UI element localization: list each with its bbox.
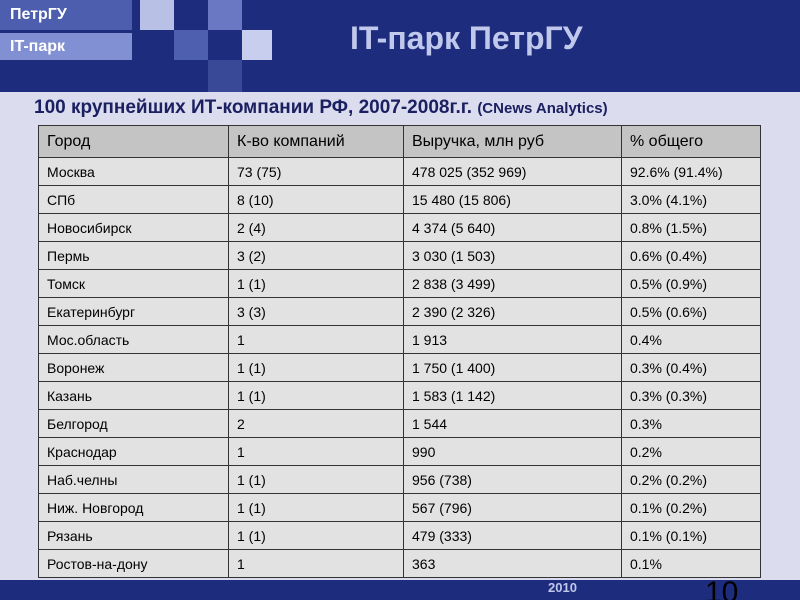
table-cell: 92.6% (91.4%) (621, 157, 761, 186)
table-row: Екатеринбург 3 (3) 2 390 (2 326) 0.5% (0.6%… (38, 297, 761, 326)
table-cell: Рязань (38, 521, 229, 550)
table-cell: Ниж. Новгород (38, 493, 229, 522)
table-cell: Ростов-на-дону (38, 549, 229, 578)
table-row: Воронеж 1 (1) 1 750 (1 400) 0.3% (0.4%) (38, 353, 761, 382)
header-row: Город К-во компаний Выручка, млн руб% обще… (38, 125, 761, 158)
table-cell: 3 (2) (228, 241, 404, 270)
table-cell: Белгород (38, 409, 229, 438)
table-cell: 1 (228, 437, 404, 466)
table-cell: Краснодар (38, 437, 229, 466)
table-row: Рязань 1 (1) 479 (333) 0.1% (0.1%) (38, 521, 761, 550)
brand: ПетрГУ (0, 0, 132, 30)
brand: IT-парк (0, 33, 132, 60)
table-cell: 0.2% (621, 437, 761, 466)
year: 2010 (548, 580, 577, 595)
table-cell: Москва (38, 157, 229, 186)
table-cell: 567 (796) (403, 493, 622, 522)
table-cell: 0.6% (0.4%) (621, 241, 761, 270)
title: IT-парк ПетрГУ (350, 20, 583, 56)
table-cell: 4 374 (5 640) (403, 213, 622, 242)
table-row: Москва 73 (75) 478 025 (352 969) 92.6% (91.… (38, 157, 761, 186)
table-cell: 2 838 (3 499) (403, 269, 622, 298)
table-cell: 2 (4) (228, 213, 404, 242)
banner (0, 0, 800, 92)
table-cell: 0.3% (0.3%) (621, 381, 761, 410)
table-cell: Пермь (38, 241, 229, 270)
table-cell: Новосибирск (38, 213, 229, 242)
table-row: Новосибирск 2 (4) 4 374 (5 640) 0.8% (1.5%) (38, 213, 761, 242)
table-cell: 0.8% (1.5%) (621, 213, 761, 242)
table-cell: 1 (1) (228, 493, 404, 522)
table-cell: 1 (1) (228, 465, 404, 494)
table-cell: СПб (38, 185, 229, 214)
table-row: Белгород 2 1 544 0.3% (38, 409, 761, 438)
table-cell: 1 (1) (228, 381, 404, 410)
table-cell: Мос.область (38, 325, 229, 354)
column-header: Город (38, 125, 229, 158)
deco (174, 30, 208, 60)
table-cell: 2 390 (2 326) (403, 297, 622, 326)
table-row: Казань 1 (1) 1 583 (1 142) 0.3% (0.3%) (38, 381, 761, 410)
table-cell: 1 750 (1 400) (403, 353, 622, 382)
table-cell: 1 (228, 325, 404, 354)
table-row: Ростов-на-дону 1 363 0.1% (38, 549, 761, 578)
table-cell: 0.4% (621, 325, 761, 354)
table-cell: 0.5% (0.6%) (621, 297, 761, 326)
deco (140, 0, 174, 30)
table: Город К-во компаний Выручка, млн руб% обще… (38, 125, 761, 578)
table-cell: 8 (10) (228, 185, 404, 214)
table-row: Пермь 3 (2) 3 030 (1 503) 0.6% (0.4%) (38, 241, 761, 270)
table-cell: 0.1% (0.1%) (621, 521, 761, 550)
table-cell: 1 583 (1 142) (403, 381, 622, 410)
table-cell: 1 (1) (228, 353, 404, 382)
deco (208, 0, 242, 30)
table-cell: Екатеринбург (38, 297, 229, 326)
table-cell: 0.3% (0.4%) (621, 353, 761, 382)
deco (242, 30, 272, 60)
table-row: Ниж. Новгород 1 (1) 567 (796) 0.1% (0.2%) (38, 493, 761, 522)
table-cell: 0.1% (0.2%) (621, 493, 761, 522)
table-cell: 1 913 (403, 325, 622, 354)
table-row: Мос.область 1 1 913 0.4% (38, 325, 761, 354)
table-cell: 3 (3) (228, 297, 404, 326)
table-cell: 956 (738) (403, 465, 622, 494)
table-cell: 3 030 (1 503) (403, 241, 622, 270)
table-cell: 3.0% (4.1%) (621, 185, 761, 214)
footer-bar (0, 580, 800, 600)
table-cell: 990 (403, 437, 622, 466)
source: (CNews Analytics) (477, 100, 608, 117)
deco (208, 60, 242, 92)
table-cell: Воронеж (38, 353, 229, 382)
column-header: К-во компаний (228, 125, 404, 158)
column-header: Выручка, млн руб (403, 125, 622, 158)
table-cell: Томск (38, 269, 229, 298)
table-cell: 363 (403, 549, 622, 578)
table-row: Краснодар 1 990 0.2% (38, 437, 761, 466)
table-cell: Казань (38, 381, 229, 410)
column-header: % общего (621, 125, 761, 158)
table-cell: 73 (75) (228, 157, 404, 186)
table-cell: 1 (1) (228, 521, 404, 550)
table-row: Наб.челны 1 (1) 956 (738) 0.2% (0.2%) (38, 465, 761, 494)
subtitle-text: 100 крупнейших ИТ-компании РФ, 2007-2008… (34, 97, 473, 118)
table-cell: 478 025 (352 969) (403, 157, 622, 186)
table-cell: 479 (333) (403, 521, 622, 550)
table-cell: 1 (1) (228, 269, 404, 298)
table-row: СПб 8 (10) 15 480 (15 806) 3.0% (4.1%) (38, 185, 761, 214)
table-row: Томск 1 (1) 2 838 (3 499) 0.5% (0.9%) (38, 269, 761, 298)
table-cell: 1 (228, 549, 404, 578)
table-cell: Наб.челны (38, 465, 229, 494)
table-cell: 1 544 (403, 409, 622, 438)
subtitle: 100 крупнейших ИТ-компании РФ, 2007-2008… (34, 97, 608, 119)
table-cell: 0.2% (0.2%) (621, 465, 761, 494)
table-cell: 15 480 (15 806) (403, 185, 622, 214)
table-cell: 0.3% (621, 409, 761, 438)
table-cell: 0.1% (621, 549, 761, 578)
page-number: 10 (705, 576, 739, 600)
table-cell: 0.5% (0.9%) (621, 269, 761, 298)
table-cell: 2 (228, 409, 404, 438)
